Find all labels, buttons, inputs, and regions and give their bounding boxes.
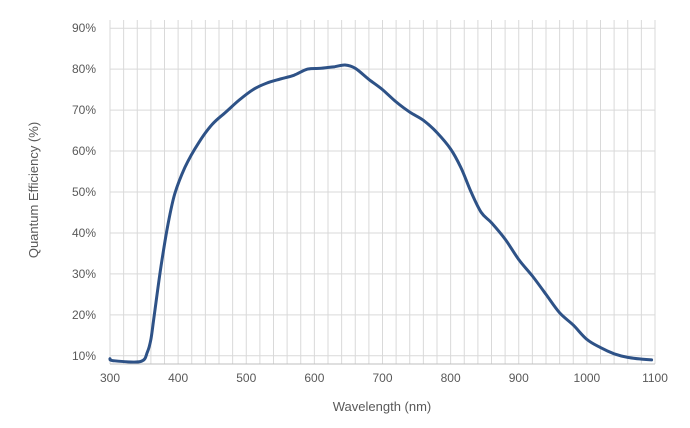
x-tick-label: 800 <box>441 371 461 385</box>
series-line-0 <box>108 63 654 364</box>
y-tick-label: 30% <box>72 267 96 281</box>
x-tick-label: 300 <box>100 371 120 385</box>
series-layer <box>108 63 654 364</box>
y-axis-ticks: 10% 20% 30% 40% 50% 60% 70% 80% 90% <box>72 21 96 363</box>
y-axis-title: Quantum Efficiency (%) <box>26 122 41 258</box>
y-tick-label: 60% <box>72 144 96 158</box>
x-tick-label: 500 <box>236 371 256 385</box>
x-axis-title: Wavelength (nm) <box>333 399 432 414</box>
x-tick-label: 1100 <box>642 371 668 385</box>
x-tick-label: 700 <box>372 371 392 385</box>
y-tick-label: 90% <box>72 21 96 35</box>
y-tick-label: 50% <box>72 185 96 199</box>
x-tick-label: 900 <box>509 371 529 385</box>
y-tick-label: 70% <box>72 103 96 117</box>
x-tick-label: 400 <box>168 371 188 385</box>
x-tick-label: 600 <box>304 371 324 385</box>
y-tick-label: 80% <box>72 62 96 76</box>
y-tick-label: 20% <box>72 308 96 322</box>
grid <box>109 20 656 365</box>
x-tick-label: 1000 <box>574 371 601 385</box>
x-axis-ticks: 300 400 500 600 700 800 900 1000 1100 <box>100 371 668 385</box>
y-tick-label: 10% <box>72 349 96 363</box>
y-tick-label: 40% <box>72 226 96 240</box>
